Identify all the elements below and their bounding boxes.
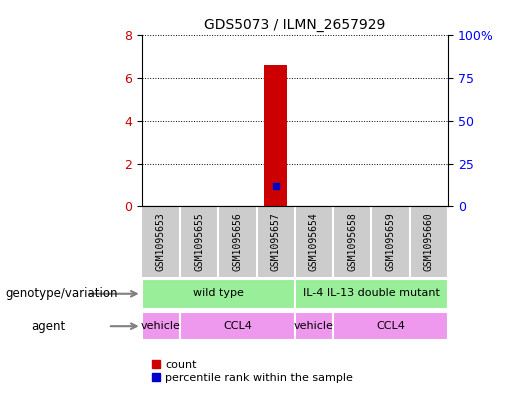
Bar — [333, 312, 448, 340]
Text: GSM1095653: GSM1095653 — [156, 212, 166, 271]
Title: GDS5073 / ILMN_2657929: GDS5073 / ILMN_2657929 — [204, 18, 386, 31]
Text: GSM1095656: GSM1095656 — [232, 212, 243, 271]
Text: GSM1095659: GSM1095659 — [386, 212, 396, 271]
Text: GSM1095654: GSM1095654 — [309, 212, 319, 271]
Text: GSM1095658: GSM1095658 — [347, 212, 357, 271]
Text: wild type: wild type — [193, 288, 244, 298]
Text: vehicle: vehicle — [294, 321, 334, 331]
Bar — [264, 65, 287, 206]
Bar — [142, 312, 180, 340]
Text: CCL4: CCL4 — [376, 321, 405, 331]
Text: agent: agent — [31, 320, 65, 333]
Bar — [180, 312, 295, 340]
Legend: count, percentile rank within the sample: count, percentile rank within the sample — [147, 355, 357, 387]
Text: GSM1095657: GSM1095657 — [271, 212, 281, 271]
Text: genotype/variation: genotype/variation — [5, 287, 117, 300]
Bar — [295, 312, 333, 340]
Text: vehicle: vehicle — [141, 321, 181, 331]
Text: CCL4: CCL4 — [223, 321, 252, 331]
Text: GSM1095655: GSM1095655 — [194, 212, 204, 271]
Text: IL-4 IL-13 double mutant: IL-4 IL-13 double mutant — [303, 288, 440, 298]
Bar — [142, 279, 295, 309]
Bar — [295, 279, 448, 309]
Text: GSM1095660: GSM1095660 — [424, 212, 434, 271]
